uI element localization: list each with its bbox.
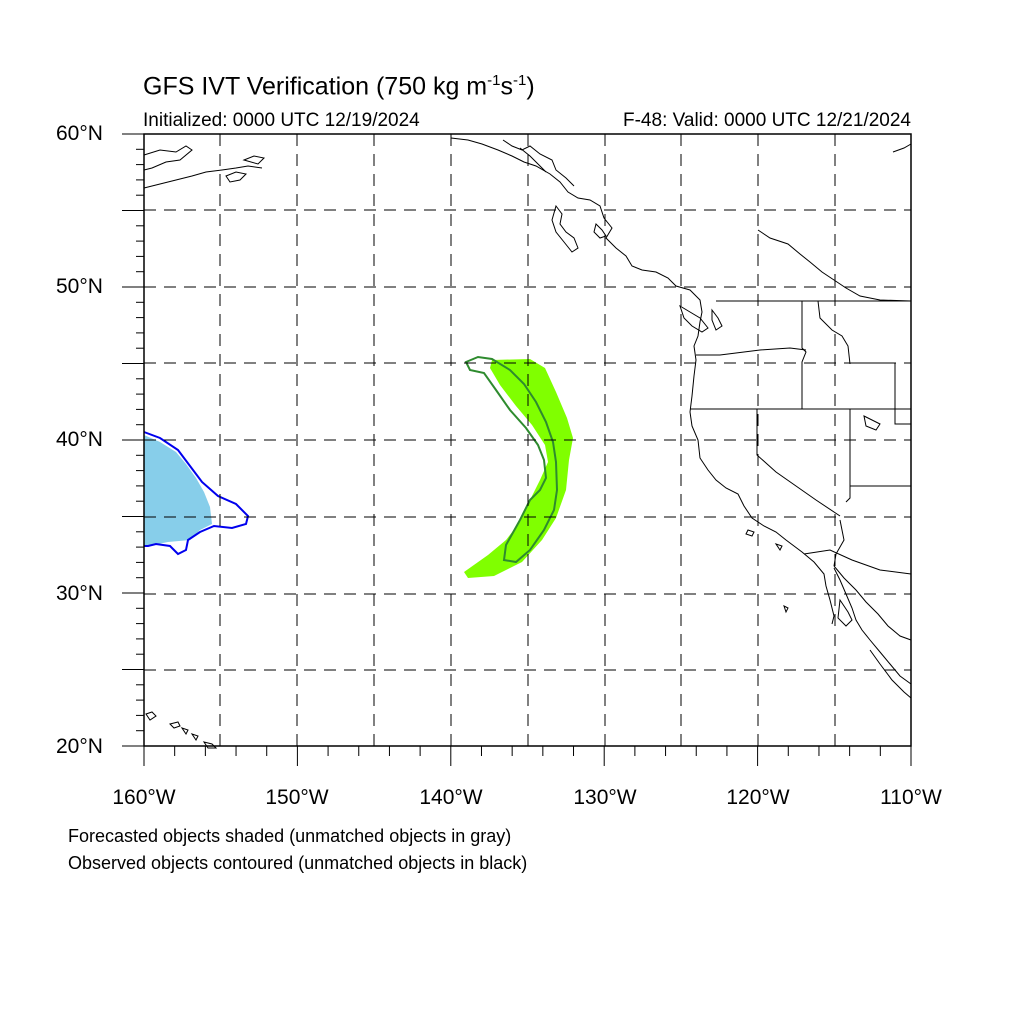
legend-observed-caption: Observed objects contoured (unmatched ob…: [68, 853, 528, 873]
coastlines: [143, 137, 912, 749]
lon-label-130w: 130°W: [573, 786, 637, 809]
observed-object-blue: [143, 431, 250, 556]
observed-object-green: [464, 355, 559, 564]
lon-label-150w: 150°W: [265, 786, 329, 809]
forecast-object-blue: [144, 435, 212, 546]
lon-label-110w: 110°W: [880, 786, 942, 809]
lon-label-120w: 120°W: [726, 786, 790, 809]
lat-label-20n: 20°N: [56, 735, 103, 758]
axis-ticks: [122, 133, 912, 766]
forecast-objects: [144, 359, 573, 578]
initialized-time: Initialized: 0000 UTC 12/19/2024: [143, 110, 420, 131]
graticule: [144, 134, 911, 746]
valid-time: F-48: Valid: 0000 UTC 12/21/2024: [623, 110, 911, 131]
lat-label-50n: 50°N: [56, 275, 103, 298]
observed-objects: [143, 355, 559, 564]
lat-label-40n: 40°N: [56, 428, 103, 451]
lat-label-60n: 60°N: [56, 122, 103, 145]
map-title: GFS IVT Verification (750 kg m-1s-1): [143, 72, 535, 101]
political-boundaries: [690, 229, 912, 575]
lon-label-160w: 160°W: [112, 786, 176, 809]
lon-label-140w: 140°W: [419, 786, 483, 809]
lat-label-30n: 30°N: [56, 582, 103, 605]
forecast-object-green: [464, 359, 573, 578]
legend-forecast-caption: Forecasted objects shaded (unmatched obj…: [68, 826, 512, 846]
map-frame: [143, 133, 912, 747]
